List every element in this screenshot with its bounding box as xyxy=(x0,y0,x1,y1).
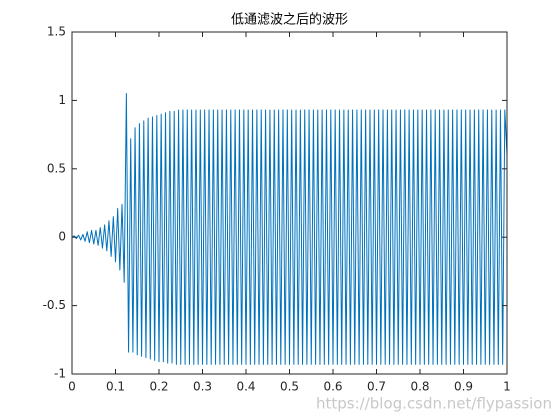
x-tick-label: 0.6 xyxy=(323,380,342,394)
y-tick-label: -1 xyxy=(54,367,66,381)
chart-title: 低通滤波之后的波形 xyxy=(231,12,348,28)
y-tick-label: -0.5 xyxy=(43,298,66,312)
x-tick-label: 0.3 xyxy=(193,380,212,394)
data-line xyxy=(71,93,508,365)
x-tick-label: 0.5 xyxy=(280,380,299,394)
y-tick-label: 1.5 xyxy=(47,25,66,39)
x-tick-label: 0.2 xyxy=(149,380,168,394)
y-tick-label: 0 xyxy=(58,230,66,244)
watermark: https://blog.csdn.net/flypassion xyxy=(316,395,552,413)
axes-box xyxy=(71,31,508,375)
x-tick-label: 0.4 xyxy=(236,380,255,394)
y-tick-label: 0.5 xyxy=(47,161,66,175)
x-tick-label: 0.9 xyxy=(454,380,473,394)
x-tick-label: 0.8 xyxy=(410,380,429,394)
x-tick-label: 0.7 xyxy=(367,380,386,394)
x-tick-label: 0 xyxy=(68,380,76,394)
x-tick-label: 0.1 xyxy=(106,380,125,394)
x-tick-label: 1 xyxy=(503,380,511,394)
y-tick-label: 1 xyxy=(58,93,66,107)
